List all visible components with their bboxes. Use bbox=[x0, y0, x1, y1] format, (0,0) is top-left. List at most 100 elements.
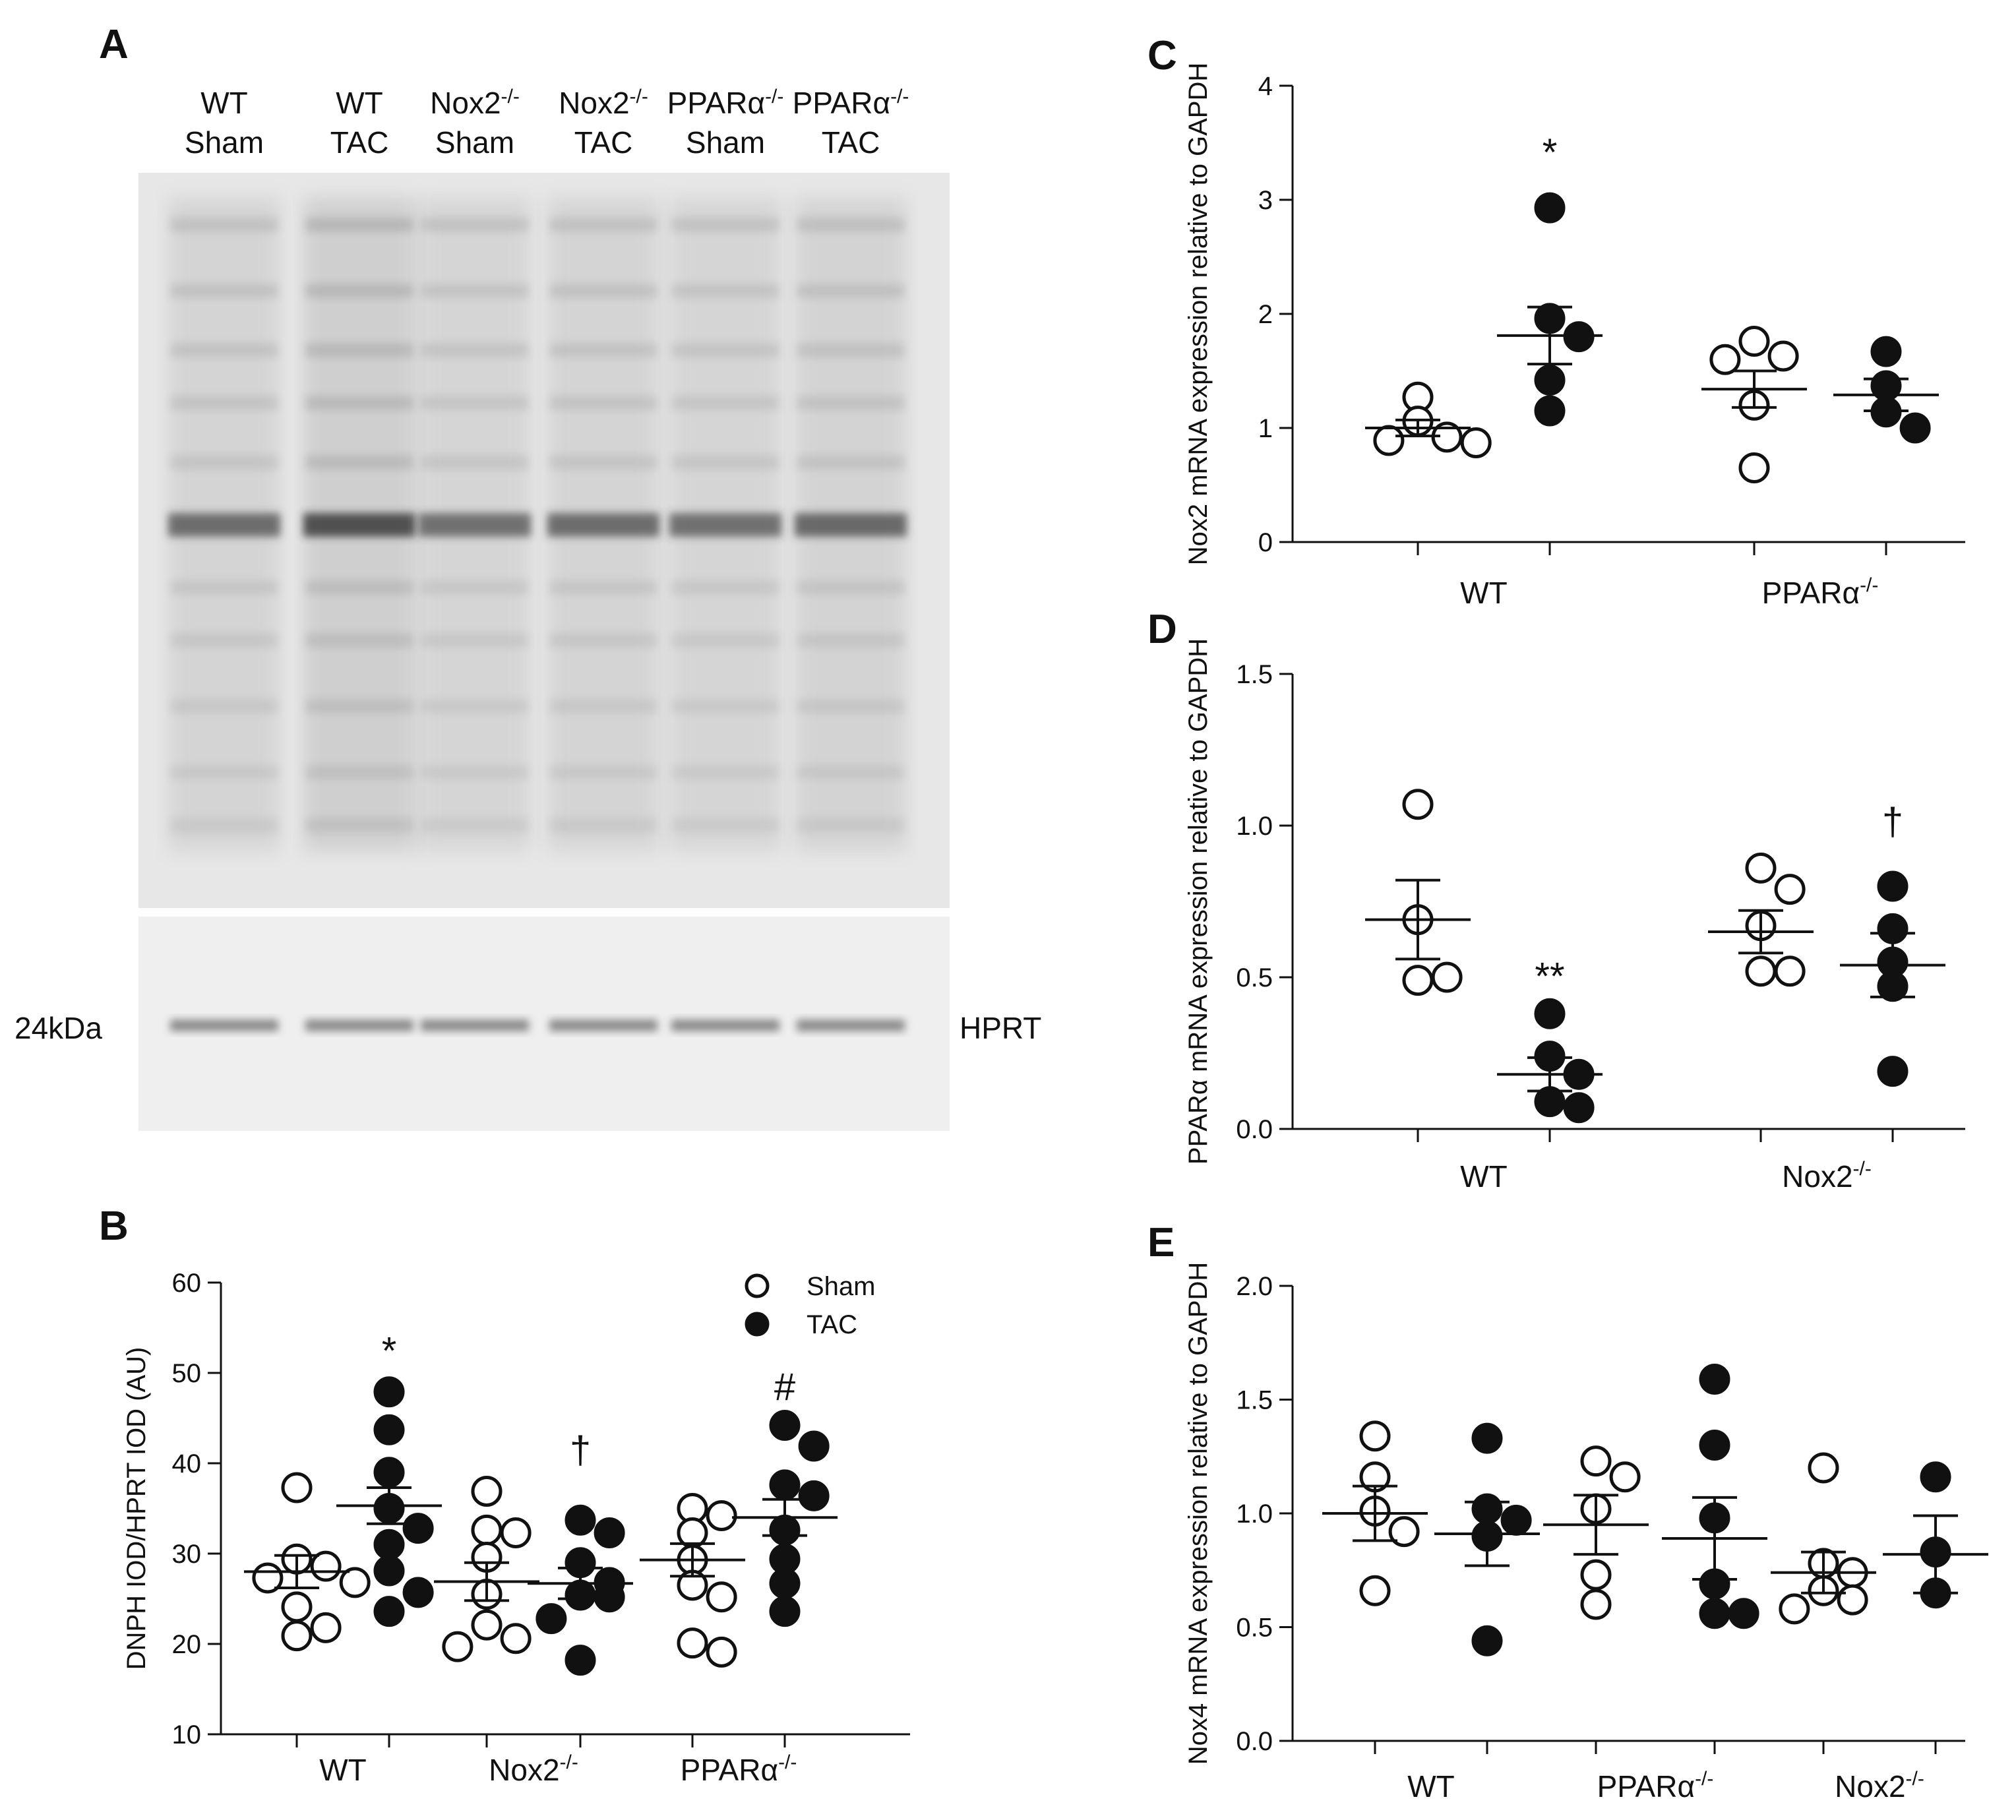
tac-data-point bbox=[1920, 1461, 1951, 1493]
y-tick-label: 30 bbox=[172, 1540, 202, 1569]
category-label: PPARα-/- bbox=[1597, 1768, 1714, 1804]
sham-data-point bbox=[500, 1517, 532, 1548]
sham-data-point bbox=[1709, 344, 1741, 375]
lane-labels: WT Sham WT TAC Nox2-/- Sham Nox2-/- TAC PPARα-/-… bbox=[185, 86, 909, 160]
lane-smear-1 bbox=[168, 198, 280, 851]
tac-data-point bbox=[373, 1596, 405, 1627]
tac-data-point bbox=[1534, 192, 1566, 224]
sham-data-point bbox=[677, 1627, 708, 1659]
lane-label-6-condition: TAC bbox=[822, 125, 880, 160]
main-band-lane-6 bbox=[795, 513, 907, 537]
y-tick-label: 1.0 bbox=[1236, 812, 1273, 841]
sham-data-point bbox=[1609, 1461, 1641, 1493]
y-tick-label: 60 bbox=[172, 1269, 202, 1298]
sham-data-point bbox=[281, 1591, 313, 1623]
lane-label-5-condition: Sham bbox=[686, 125, 765, 160]
main-band-lane-2 bbox=[303, 513, 415, 537]
tac-data-point bbox=[769, 1469, 801, 1501]
y-tick-label: 1.5 bbox=[1236, 1386, 1273, 1415]
tac-data-point bbox=[798, 1480, 830, 1511]
category-label: WT bbox=[1460, 576, 1508, 610]
significance-marker: * bbox=[382, 1329, 397, 1372]
sham-data-point bbox=[471, 1609, 503, 1641]
tac-data-point bbox=[1699, 1430, 1730, 1461]
sham-data-point bbox=[1359, 1575, 1391, 1606]
tac-data-point bbox=[1728, 1598, 1759, 1629]
sham-data-point bbox=[1580, 1589, 1612, 1620]
sham-data-point bbox=[1373, 425, 1405, 456]
hprt-band-lane-5 bbox=[671, 1019, 779, 1031]
lane-smears bbox=[168, 198, 907, 851]
y-tick-label: 40 bbox=[172, 1449, 202, 1478]
lane-smear-4 bbox=[547, 198, 659, 851]
panel-label-d: D bbox=[1147, 607, 1177, 652]
sham-data-point bbox=[706, 1581, 737, 1613]
lane-label-1-genotype: WT bbox=[200, 86, 248, 120]
sham-data-point bbox=[1745, 852, 1777, 884]
y-axis-title: DNPH IOD/HPRT IOD (AU) bbox=[122, 1347, 151, 1670]
tac-data-point bbox=[1471, 1625, 1503, 1656]
tac-data-point bbox=[1500, 1504, 1532, 1536]
lane-label-6-genotype: PPARα-/- bbox=[793, 86, 909, 120]
sham-data-point bbox=[1767, 340, 1799, 372]
tac-data-point bbox=[1699, 1363, 1730, 1395]
main-band-lane-1 bbox=[168, 513, 280, 537]
sham-data-point bbox=[1402, 789, 1434, 820]
tac-data-point bbox=[769, 1409, 801, 1441]
sham-data-point bbox=[1431, 961, 1463, 993]
tac-data-point bbox=[1870, 336, 1902, 367]
category-label: Nox2-/- bbox=[1782, 1158, 1872, 1194]
tac-data-point bbox=[1877, 870, 1909, 902]
lane-label-5-genotype: PPARα-/- bbox=[667, 86, 784, 120]
chart-d-ppara-mrna: 0.0 0.5 1.0 1.5 PPARα mRNA expression relati… bbox=[1184, 638, 1965, 1194]
y-tick-label: 3 bbox=[1258, 186, 1273, 215]
y-tick-label: 20 bbox=[172, 1630, 202, 1659]
sham-data-point bbox=[310, 1612, 342, 1643]
y-tick-label: 4 bbox=[1258, 72, 1273, 101]
sham-data-point bbox=[706, 1636, 737, 1668]
tac-data-point bbox=[769, 1596, 801, 1627]
sham-data-point bbox=[281, 1472, 313, 1503]
molecular-weight-label: 24kDa bbox=[15, 1011, 102, 1045]
sham-data-point bbox=[1402, 965, 1434, 996]
y-tick-label: 0.5 bbox=[1236, 963, 1273, 992]
sham-data-point bbox=[1738, 452, 1770, 484]
panel-label-b: B bbox=[99, 1203, 129, 1249]
main-band-lane-5 bbox=[669, 513, 781, 537]
tac-data-point bbox=[373, 1457, 405, 1488]
sham-data-point bbox=[471, 1514, 503, 1546]
sham-data-point bbox=[1837, 1584, 1868, 1616]
legend: Sham TAC bbox=[745, 1272, 876, 1339]
y-tick-label: 2.0 bbox=[1236, 1272, 1273, 1301]
sham-data-point bbox=[1580, 1445, 1612, 1477]
tac-data-point bbox=[373, 1376, 405, 1408]
tac-data-point bbox=[1534, 998, 1566, 1029]
panel-label-c: C bbox=[1147, 33, 1177, 78]
tac-data-point bbox=[1899, 412, 1931, 444]
tac-data-point bbox=[1563, 1092, 1595, 1124]
tac-data-point bbox=[565, 1504, 596, 1536]
sham-data-point bbox=[1774, 874, 1806, 905]
sham-data-point bbox=[1808, 1452, 1839, 1484]
legend-tac-label: TAC bbox=[807, 1310, 857, 1339]
panel-label-a: A bbox=[99, 22, 129, 67]
y-tick-label: 0.0 bbox=[1236, 1727, 1273, 1756]
tac-data-point bbox=[1534, 395, 1566, 427]
lane-smear-5 bbox=[669, 198, 781, 851]
hprt-band-lane-4 bbox=[549, 1019, 657, 1031]
y-tick-label: 1.5 bbox=[1236, 660, 1273, 689]
category-label: WT bbox=[319, 1753, 367, 1787]
significance-marker: # bbox=[774, 1366, 795, 1409]
significance-marker: ** bbox=[1535, 955, 1564, 998]
y-axis-title: Nox2 mRNA expression relative to GAPDH bbox=[1184, 63, 1213, 566]
lane-label-2-condition: TAC bbox=[330, 125, 389, 160]
tac-data-point bbox=[402, 1513, 434, 1544]
category-label: WT bbox=[1407, 1769, 1455, 1804]
tac-data-point bbox=[798, 1430, 830, 1462]
y-tick-label: 50 bbox=[172, 1359, 202, 1388]
sham-data-point bbox=[471, 1475, 503, 1507]
chart-c-nox2-mrna: 0 1 2 3 4 Nox2 mRNA expression relative to GA… bbox=[1184, 63, 1965, 610]
sham-data-point bbox=[1388, 1516, 1420, 1548]
tac-data-point bbox=[373, 1529, 405, 1560]
